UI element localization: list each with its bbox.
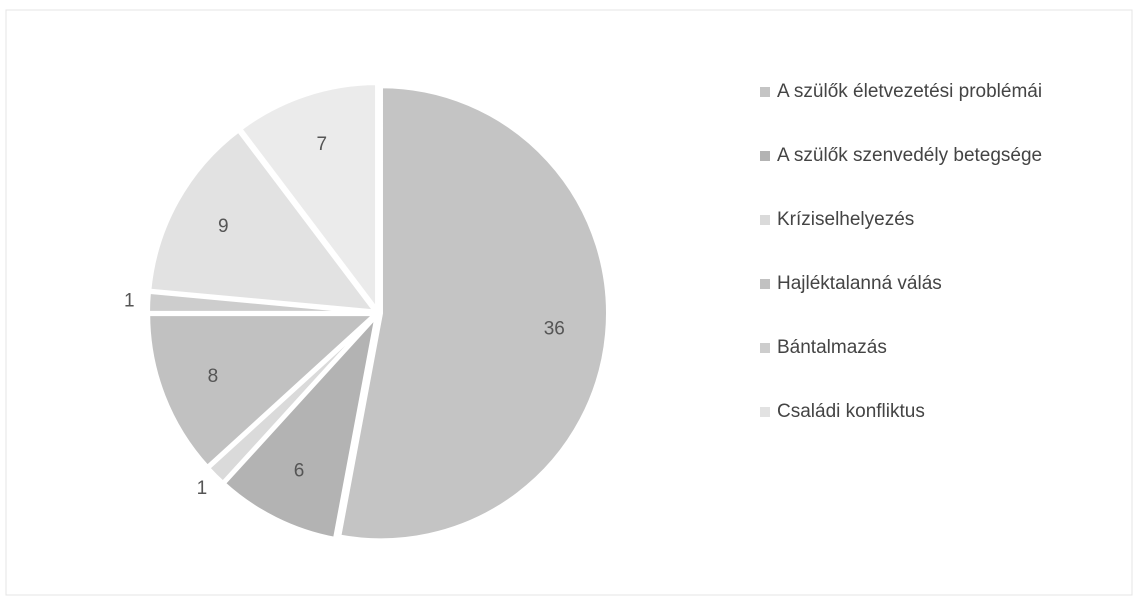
legend-label: Bántalmazás: [777, 337, 887, 358]
pie-slice: [147, 127, 380, 314]
pie-slice: [336, 84, 610, 543]
data-label: 1: [197, 478, 208, 499]
data-label: 6: [294, 461, 305, 482]
data-label: 7: [316, 134, 327, 155]
legend-swatch: [760, 87, 770, 97]
data-label: 8: [208, 366, 219, 387]
pie-slice: [146, 312, 381, 470]
legend-swatch: [760, 343, 770, 353]
legend-label: Kríziselhelyezés: [777, 209, 914, 230]
legend-swatch: [760, 151, 770, 161]
legend-label: Hajléktalanná válás: [777, 273, 942, 294]
data-label: 1: [124, 291, 135, 312]
legend-label: A szülők szenvedély betegsége: [777, 145, 1042, 166]
data-label: 9: [218, 216, 229, 237]
data-label: 36: [544, 318, 565, 339]
legend-swatch: [760, 407, 770, 417]
legend-label: Családi konfliktus: [777, 401, 925, 422]
pie-slice: [237, 81, 380, 317]
legend-label: A szülők életvezetési problémái: [777, 81, 1042, 102]
pie-slice: [220, 309, 380, 542]
legend-swatch: [760, 279, 770, 289]
legend-swatch: [760, 215, 770, 225]
